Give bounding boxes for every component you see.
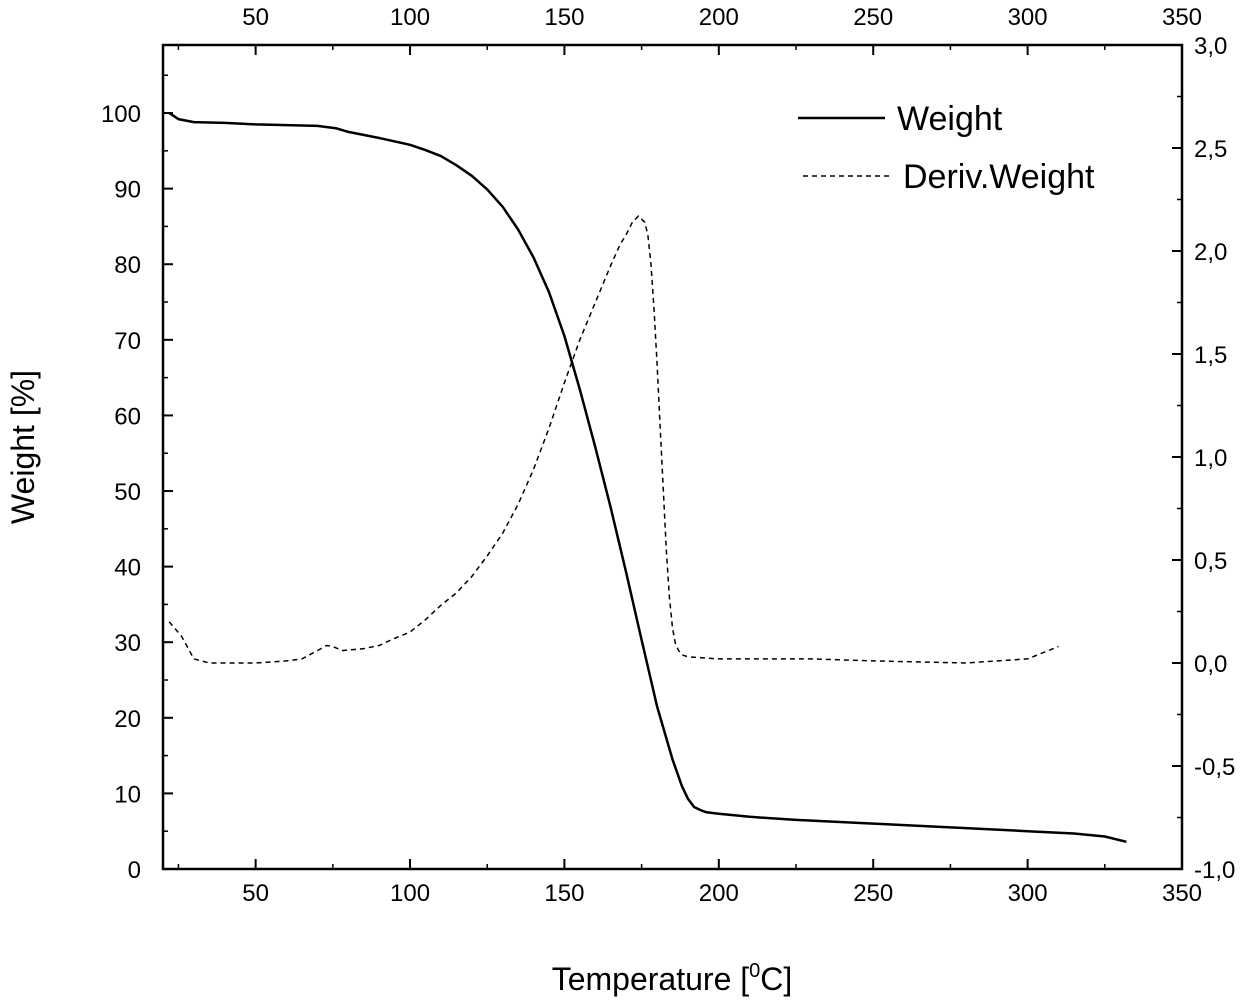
x-top-tick-label-350: 350 — [1162, 4, 1202, 31]
x-axis-title-main: Temperature [ — [552, 961, 750, 997]
y-axis-title: Weight [%] — [5, 370, 41, 524]
y-right-tick-label-3: 0,5 — [1194, 548, 1227, 575]
legend-label-weight: Weight — [897, 100, 1003, 138]
x-axis-bottom: 50 100 150 200 250 300 350 — [177, 859, 1202, 907]
x-axis-top: 50 100 150 200 250 300 350 — [177, 4, 1202, 55]
x-top-tick-label-50: 50 — [242, 4, 269, 31]
series-group — [168, 111, 1127, 844]
y-left-tick-label-100: 100 — [101, 101, 141, 128]
y-left-tick-label-40: 40 — [114, 555, 141, 582]
x-tick-label-50: 50 — [242, 880, 269, 907]
x-top-tick-label-200: 200 — [699, 4, 739, 31]
y-left-tick-label-30: 30 — [114, 630, 141, 657]
y-right-tick-label-5: 1,5 — [1194, 342, 1227, 369]
y-right-tick-label-8: 3,0 — [1194, 33, 1227, 60]
y-left-tick-label-10: 10 — [114, 781, 141, 808]
y-left-tick-label-60: 60 — [114, 403, 141, 430]
x-top-tick-label-250: 250 — [853, 4, 893, 31]
y-left-tick-label-90: 90 — [114, 177, 141, 204]
x-axis-title-suffix: C] — [760, 961, 792, 997]
series-line-weight — [168, 111, 1127, 844]
y-left-tick-label-0: 0 — [128, 857, 141, 884]
x-axis-title-sup: 0 — [749, 960, 760, 982]
y-right-tick-label-4: 1,0 — [1194, 445, 1227, 472]
y-axis-right: -1,0 -0,5 0,0 0,5 1,0 1,5 2,0 2,5 3,0 — [1172, 33, 1235, 884]
x-tick-label-150: 150 — [544, 880, 584, 907]
series-line-deriv-weight — [168, 215, 1059, 664]
x-tick-label-350: 350 — [1162, 880, 1202, 907]
y-right-tick-label-6: 2,0 — [1194, 239, 1227, 266]
x-top-tick-label-150: 150 — [544, 4, 584, 31]
legend: Weight Deriv.Weight — [798, 100, 1095, 196]
y-right-tick-label-0: -1,0 — [1194, 857, 1235, 884]
x-top-tick-label-100: 100 — [390, 4, 430, 31]
x-tick-label-200: 200 — [699, 880, 739, 907]
x-top-tick-label-300: 300 — [1008, 4, 1048, 31]
y-left-tick-label-70: 70 — [114, 328, 141, 355]
y-left-tick-label-80: 80 — [114, 252, 141, 279]
y-axis-left: 0 10 20 30 40 50 60 70 80 90 100 — [101, 74, 173, 884]
y-right-tick-label-7: 2,5 — [1194, 136, 1227, 163]
y-left-tick-label-20: 20 — [114, 706, 141, 733]
y-right-tick-label-2: 0,0 — [1194, 651, 1227, 678]
x-tick-label-250: 250 — [853, 880, 893, 907]
y-right-tick-label-1: -0,5 — [1194, 754, 1235, 781]
x-tick-label-100: 100 — [390, 880, 430, 907]
legend-label-deriv-weight: Deriv.Weight — [903, 158, 1095, 196]
x-tick-label-300: 300 — [1008, 880, 1048, 907]
y-left-tick-label-50: 50 — [114, 479, 141, 506]
x-axis-title: Temperature [0C] — [552, 960, 793, 997]
